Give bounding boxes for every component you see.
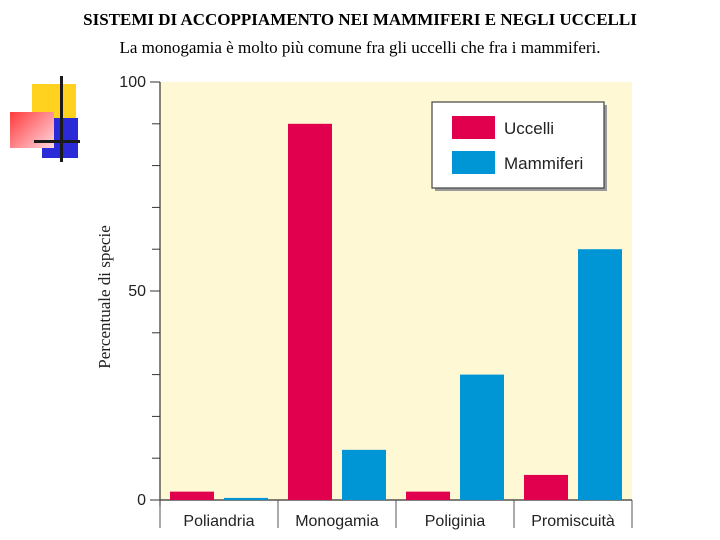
bar-mammiferi-poliandria bbox=[224, 497, 268, 500]
legend-box bbox=[431, 101, 605, 189]
x-category-label: Promiscuità bbox=[531, 513, 615, 530]
bars bbox=[170, 123, 622, 501]
x-category-label: Poliandria bbox=[183, 513, 254, 530]
y-axis: 0 50 100 bbox=[119, 74, 161, 509]
y-tick-label: 0 bbox=[137, 492, 146, 509]
bar-uccelli-promiscuità bbox=[524, 474, 568, 500]
x-axis: Poliandria Monogamia Poliginia Promiscuità bbox=[159, 499, 633, 530]
x-category-label: Monogamia bbox=[295, 513, 379, 530]
bar-uccelli-poliginia bbox=[406, 491, 450, 500]
legend-label-mammiferi: Mammiferi bbox=[504, 154, 583, 173]
decorative-logo bbox=[8, 76, 88, 162]
bar-mammiferi-monogamia bbox=[342, 449, 386, 500]
x-category-label: Poliginia bbox=[425, 513, 486, 530]
bar-mammiferi-poliginia bbox=[460, 374, 504, 500]
y-tick-label: 100 bbox=[119, 74, 146, 91]
legend: Uccelli Mammiferi bbox=[431, 101, 607, 191]
page-subtitle: La monogamia è molto più comune fra gli … bbox=[119, 38, 601, 57]
legend-swatch-uccelli bbox=[452, 116, 495, 139]
bar-uccelli-poliandria bbox=[170, 491, 214, 500]
legend-swatch-mammiferi bbox=[452, 151, 495, 174]
bar-mammiferi-promiscuità bbox=[578, 249, 622, 500]
logo-vertical-line bbox=[60, 76, 63, 162]
legend-label-uccelli: Uccelli bbox=[504, 119, 554, 138]
y-tick-label: 50 bbox=[128, 283, 146, 300]
y-axis-title: Percentuale di specie bbox=[95, 225, 114, 369]
bar-uccelli-monogamia bbox=[288, 123, 332, 501]
logo-horizontal-line bbox=[34, 140, 80, 143]
page-title: SISTEMI DI ACCOPPIAMENTO NEI MAMMIFERI E… bbox=[83, 10, 637, 29]
